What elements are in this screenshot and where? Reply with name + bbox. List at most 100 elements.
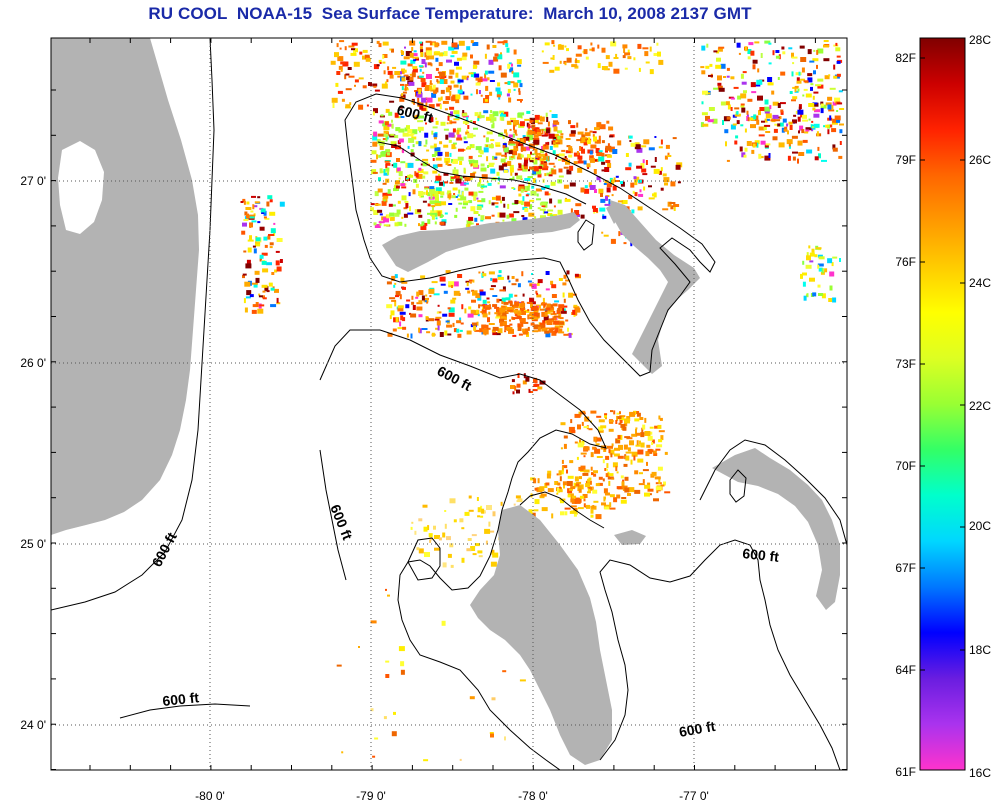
sst-pixel xyxy=(391,144,396,148)
sst-pixel xyxy=(425,317,429,320)
sst-pixel xyxy=(539,380,546,385)
sst-pixel xyxy=(510,156,514,158)
sst-pixel xyxy=(802,260,805,265)
sst-pixel xyxy=(336,71,341,75)
sst-pixel xyxy=(603,234,609,237)
sst-pixel xyxy=(816,131,819,137)
sst-pixel xyxy=(620,181,623,184)
sst-pixel xyxy=(658,146,663,149)
sst-pixel xyxy=(494,156,498,159)
sst-pixel xyxy=(434,547,440,551)
sst-pixel xyxy=(524,146,530,151)
sst-pixel xyxy=(747,117,750,122)
sst-pixel xyxy=(418,328,422,334)
sst-pixel xyxy=(534,148,538,154)
sst-pixel xyxy=(497,54,503,60)
sst-pixel xyxy=(812,58,819,62)
sst-pixel xyxy=(537,122,543,125)
sst-pixel xyxy=(549,171,553,176)
sst-pixel xyxy=(392,328,397,332)
sst-pixel xyxy=(397,200,401,204)
sst-pixel xyxy=(450,55,455,58)
sst-pixel xyxy=(541,134,548,137)
sst-pixel xyxy=(595,483,600,487)
sst-pixel xyxy=(401,186,407,189)
sst-pixel xyxy=(752,143,756,148)
sst-pixel xyxy=(404,85,407,91)
sst-pixel xyxy=(638,483,645,486)
sst-pixel xyxy=(604,468,607,471)
sst-pixel xyxy=(257,196,261,199)
sst-pixel xyxy=(804,131,809,134)
sst-pixel xyxy=(516,144,519,149)
sst-pixel xyxy=(501,196,505,201)
sst-pixel xyxy=(500,72,507,78)
sst-pixel xyxy=(388,111,393,116)
sst-pixel xyxy=(410,526,413,530)
sst-pixel xyxy=(495,316,502,319)
sst-pixel xyxy=(803,88,808,91)
sst-pixel xyxy=(431,130,434,135)
sst-pixel xyxy=(402,91,407,94)
sst-pixel xyxy=(393,162,398,168)
sst-pixel xyxy=(412,144,415,148)
sst-pixel xyxy=(604,506,610,510)
sst-pixel xyxy=(422,504,428,508)
sst-pixel xyxy=(823,44,829,48)
sst-pixel xyxy=(468,200,473,204)
sst-pixel xyxy=(590,452,594,458)
sst-pixel xyxy=(629,140,632,142)
sst-pixel xyxy=(502,310,509,314)
sst-pixel xyxy=(563,333,570,336)
sst-pixel xyxy=(611,179,614,185)
sst-pixel xyxy=(467,133,474,139)
sst-pixel xyxy=(625,167,632,171)
sst-pixel xyxy=(553,126,558,132)
sst-pixel xyxy=(429,80,432,85)
sst-pixel xyxy=(775,50,780,53)
sst-pixel xyxy=(797,88,800,92)
andros-east-contour xyxy=(519,491,605,529)
sst-pixel xyxy=(473,171,477,174)
sst-pixel xyxy=(395,295,399,298)
sst-pixel xyxy=(442,79,448,84)
sst-pixel xyxy=(400,661,405,667)
sst-pixel xyxy=(410,152,415,157)
sst-pixel xyxy=(477,79,483,83)
sst-pixel xyxy=(488,323,495,325)
sst-pixel xyxy=(399,311,406,315)
sst-pixel xyxy=(642,173,648,176)
sst-pixel xyxy=(439,52,444,57)
sst-pixel xyxy=(491,202,495,206)
sst-pixel xyxy=(570,505,577,508)
sst-pixel xyxy=(448,203,453,205)
sst-pixel xyxy=(399,96,405,102)
sst-pixel xyxy=(428,318,435,322)
sst-pixel xyxy=(503,147,509,153)
sst-pixel xyxy=(787,155,791,161)
sst-pixel xyxy=(449,543,454,548)
sst-pixel xyxy=(638,193,644,197)
sst-pixel xyxy=(417,168,424,173)
sst-pixel xyxy=(570,130,576,135)
sst-pixel xyxy=(601,231,604,234)
sst-pixel xyxy=(466,548,472,552)
sst-pixel xyxy=(832,144,836,150)
sst-pixel xyxy=(726,75,730,78)
sst-pixel xyxy=(478,90,481,94)
sst-pixel xyxy=(446,59,452,63)
sst-pixel xyxy=(598,419,605,423)
sst-pixel xyxy=(758,110,761,116)
sst-pixel xyxy=(596,176,601,181)
sst-pixel xyxy=(816,49,819,55)
sst-pixel xyxy=(547,121,550,127)
sst-pixel xyxy=(820,103,824,107)
sst-pixel xyxy=(270,228,276,234)
sst-pixel xyxy=(451,285,453,288)
sst-pixel xyxy=(409,206,411,212)
sst-pixel xyxy=(726,159,730,162)
sst-pixel xyxy=(455,66,462,70)
sst-pixel xyxy=(648,493,652,496)
sst-pixel xyxy=(741,81,747,85)
